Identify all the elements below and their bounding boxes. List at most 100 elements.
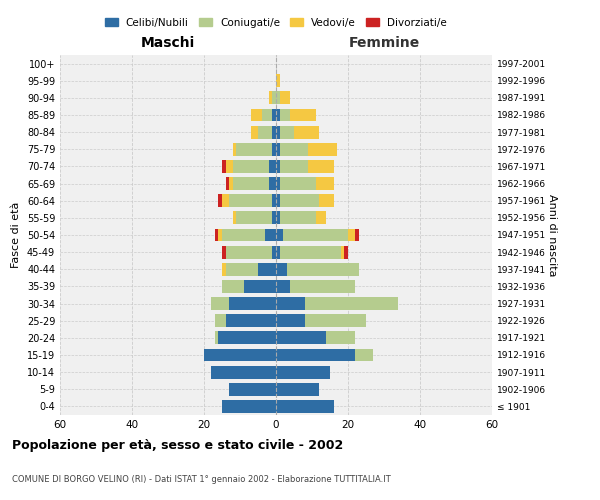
Bar <box>226 246 272 258</box>
Bar <box>276 297 305 310</box>
Bar <box>215 314 226 327</box>
Bar <box>272 126 276 138</box>
Bar <box>276 366 330 378</box>
Bar <box>215 228 218 241</box>
Bar <box>222 194 229 207</box>
Bar <box>344 246 348 258</box>
Bar <box>348 228 355 241</box>
Bar <box>308 160 334 173</box>
Bar <box>215 332 218 344</box>
Bar <box>276 314 305 327</box>
Bar <box>276 160 280 173</box>
Bar <box>236 212 272 224</box>
Bar <box>272 143 276 156</box>
Bar <box>258 263 276 276</box>
Bar <box>276 332 326 344</box>
Bar <box>280 108 290 122</box>
Bar <box>308 143 337 156</box>
Bar <box>280 126 294 138</box>
Bar <box>287 263 359 276</box>
Bar <box>226 160 233 173</box>
Bar <box>276 246 280 258</box>
Bar <box>222 400 276 413</box>
Bar <box>276 74 280 87</box>
Bar <box>244 280 276 293</box>
Bar <box>218 228 222 241</box>
Bar <box>341 246 344 258</box>
Bar <box>233 177 269 190</box>
Bar <box>276 92 280 104</box>
Bar <box>276 348 355 362</box>
Bar <box>276 383 319 396</box>
Bar <box>294 126 319 138</box>
Bar <box>280 143 308 156</box>
Bar <box>305 297 398 310</box>
Bar <box>218 194 222 207</box>
Text: Maschi: Maschi <box>141 36 195 50</box>
Bar <box>276 280 290 293</box>
Bar <box>276 194 280 207</box>
Bar <box>276 228 283 241</box>
Bar <box>316 212 326 224</box>
Bar <box>276 212 280 224</box>
Bar <box>280 92 290 104</box>
Bar <box>222 280 244 293</box>
Bar <box>218 332 276 344</box>
Bar <box>276 400 334 413</box>
Bar <box>272 246 276 258</box>
Bar <box>233 212 236 224</box>
Bar <box>355 348 373 362</box>
Bar <box>222 246 226 258</box>
Bar <box>276 177 280 190</box>
Bar <box>269 160 276 173</box>
Bar <box>233 143 236 156</box>
Bar <box>276 126 280 138</box>
Bar <box>319 194 334 207</box>
Bar <box>305 314 366 327</box>
Bar <box>265 228 276 241</box>
Bar <box>211 366 276 378</box>
Bar <box>272 108 276 122</box>
Bar <box>258 126 272 138</box>
Bar <box>269 177 276 190</box>
Bar <box>211 297 229 310</box>
Bar <box>272 194 276 207</box>
Bar <box>280 160 308 173</box>
Y-axis label: Anni di nascita: Anni di nascita <box>547 194 557 276</box>
Bar <box>290 280 355 293</box>
Bar <box>283 228 348 241</box>
Bar <box>229 297 276 310</box>
Bar <box>280 212 316 224</box>
Bar <box>280 177 316 190</box>
Bar <box>226 263 258 276</box>
Bar <box>276 143 280 156</box>
Bar <box>251 126 258 138</box>
Bar <box>204 348 276 362</box>
Bar <box>226 177 229 190</box>
Bar <box>269 92 272 104</box>
Bar <box>222 160 226 173</box>
Bar <box>276 108 280 122</box>
Bar <box>280 194 319 207</box>
Bar <box>251 108 262 122</box>
Bar <box>276 263 287 276</box>
Text: Femmine: Femmine <box>349 36 419 50</box>
Bar <box>229 194 272 207</box>
Bar <box>272 92 276 104</box>
Bar <box>226 314 276 327</box>
Bar <box>280 246 341 258</box>
Bar <box>236 143 272 156</box>
Bar <box>355 228 359 241</box>
Bar <box>290 108 316 122</box>
Bar <box>222 263 226 276</box>
Legend: Celibi/Nubili, Coniugati/e, Vedovi/e, Divorziati/e: Celibi/Nubili, Coniugati/e, Vedovi/e, Di… <box>101 14 451 32</box>
Y-axis label: Fasce di età: Fasce di età <box>11 202 21 268</box>
Bar <box>316 177 334 190</box>
Bar <box>262 108 272 122</box>
Bar <box>222 228 265 241</box>
Text: COMUNE DI BORGO VELINO (RI) - Dati ISTAT 1° gennaio 2002 - Elaborazione TUTTITAL: COMUNE DI BORGO VELINO (RI) - Dati ISTAT… <box>12 476 391 484</box>
Bar <box>229 383 276 396</box>
Bar <box>233 160 269 173</box>
Bar <box>326 332 355 344</box>
Bar <box>272 212 276 224</box>
